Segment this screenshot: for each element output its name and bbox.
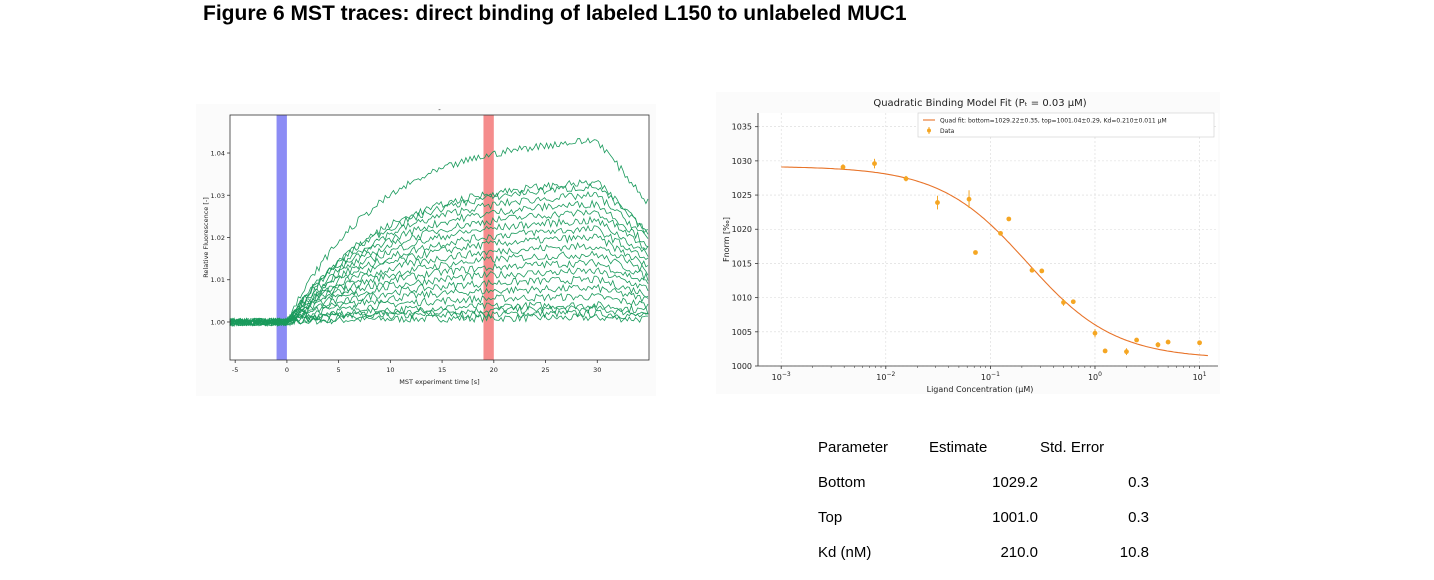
- chart-title: -: [438, 106, 441, 114]
- data-point: [966, 196, 972, 202]
- data-point: [1039, 268, 1045, 274]
- legend-data-label: Data: [940, 128, 955, 135]
- legend-box: [917, 112, 1215, 138]
- row-estimate: 210.0: [1000, 544, 1038, 561]
- legend-fit-label: Quad fit: bottom=1029.22±0.35, top=1001.…: [940, 118, 1167, 125]
- y-tick-label: 1035: [732, 123, 752, 132]
- data-point: [903, 176, 909, 182]
- header-std-error: Std. Error: [1040, 439, 1105, 456]
- y-tick-label: 1005: [732, 328, 752, 337]
- data-point: [998, 230, 1003, 236]
- binding-fit-panel: 1000 1005 1010 1015 1020 1025 1030 1035 10−3 10−2…: [716, 92, 1220, 394]
- x-tick-label: 25: [541, 366, 549, 374]
- row-name: Kd (nM): [818, 544, 872, 561]
- y-axis-label: Relative Fluorescence [-]: [202, 197, 210, 278]
- plot-area: [230, 115, 649, 360]
- y-tick-label: 1030: [732, 157, 752, 166]
- y-tick-label: 1000: [732, 362, 752, 371]
- x-tick-label: -5: [232, 366, 238, 374]
- x-tick-label: 30: [593, 366, 601, 374]
- row-estimate: 1001.0: [992, 509, 1038, 526]
- trace-line: [229, 292, 649, 326]
- trace-line: [229, 301, 649, 327]
- x-tick-label: 20: [490, 366, 498, 374]
- data-point: [1165, 339, 1171, 345]
- figure-title: Figure 6 MST traces: direct binding of l…: [203, 2, 907, 25]
- trace-line: [229, 199, 649, 327]
- row-name: Bottom: [818, 474, 866, 491]
- data-point: [935, 200, 940, 205]
- row-error: 10.8: [1119, 544, 1149, 561]
- trace-line: [229, 224, 649, 327]
- header-parameter: Parameter: [818, 439, 889, 456]
- cold-region-band: [276, 115, 287, 360]
- row-estimate: 1029.2: [992, 474, 1038, 491]
- data-point: [1006, 216, 1012, 222]
- trace-line: [229, 179, 649, 327]
- data-point: [1029, 267, 1035, 273]
- y-tick-label: 1.03: [211, 192, 225, 200]
- row-error: 0.3: [1128, 509, 1149, 526]
- x-axis-label: Ligand Concentration (µM): [927, 385, 1034, 394]
- x-tick-label: 101: [1193, 371, 1207, 382]
- data-point: [1124, 349, 1129, 355]
- mst-traces-chart: -5 0 5 10 15 20 25 30 1.00 1.01 1.02 1.03 1.04 - MST e…: [202, 106, 650, 386]
- y-tick-label: 1025: [732, 191, 752, 200]
- x-axis-label: MST experiment time [s]: [399, 378, 479, 386]
- x-tick-label: 15: [438, 366, 446, 374]
- fit-curve: [781, 166, 1208, 357]
- y-tick-label: 1.01: [211, 276, 225, 284]
- trace-line: [229, 137, 649, 327]
- trace-line: [229, 283, 649, 328]
- x-tick-label: 0: [285, 366, 289, 374]
- y-axis-label: Fnorm [‰]: [722, 217, 731, 262]
- x-tick-label: 10−1: [981, 371, 1000, 382]
- y-tick-label: 1.00: [211, 318, 225, 326]
- legend: Quad fit: bottom=1029.22±0.35, top=1001.…: [917, 112, 1215, 138]
- plot-area: [758, 113, 1218, 366]
- x-tick-label: 10: [386, 366, 394, 374]
- data-point: [1102, 348, 1108, 354]
- header-estimate: Estimate: [929, 439, 988, 456]
- data-point: [1134, 337, 1140, 343]
- trace-line: [229, 182, 649, 327]
- data-point: [1092, 330, 1098, 336]
- data-point: [840, 164, 846, 170]
- mst-traces-panel: -5 0 5 10 15 20 25 30 1.00 1.01 1.02 1.03 1.04 - MST e…: [196, 104, 656, 396]
- data-point: [872, 161, 877, 166]
- trace-line: [229, 233, 649, 327]
- chart-title: Quadratic Binding Model Fit (Pₜ = 0.03 µ…: [873, 98, 1086, 109]
- trace-line: [229, 304, 649, 327]
- traces-group: [229, 137, 649, 328]
- x-tick-label: 10−2: [876, 371, 895, 382]
- x-tick-label: 5: [337, 366, 341, 374]
- row-error: 0.3: [1128, 474, 1149, 491]
- trace-line: [229, 250, 649, 327]
- y-tick-label: 1.02: [211, 234, 225, 242]
- data-point: [1197, 340, 1202, 346]
- trace-line: [229, 267, 649, 326]
- y-tick-label: 1015: [732, 259, 752, 268]
- legend-data-swatch: [927, 128, 931, 133]
- row-name: Top: [818, 509, 843, 526]
- trace-line: [229, 313, 649, 327]
- y-tick-label: 1.04: [211, 150, 225, 158]
- binding-fit-chart: 1000 1005 1010 1015 1020 1025 1030 1035 10−3 10−2…: [722, 98, 1218, 394]
- x-tick-label: 10−3: [772, 371, 791, 382]
- data-point: [1061, 300, 1066, 305]
- x-tick-label: 100: [1088, 371, 1102, 382]
- y-tick-label: 1020: [732, 225, 752, 234]
- data-point: [1070, 299, 1076, 305]
- trace-line: [229, 191, 649, 327]
- trace-line: [229, 275, 649, 327]
- data-point: [973, 250, 978, 255]
- y-tick-label: 1010: [732, 294, 752, 303]
- hot-region-band: [483, 115, 494, 360]
- data-point: [1155, 342, 1161, 348]
